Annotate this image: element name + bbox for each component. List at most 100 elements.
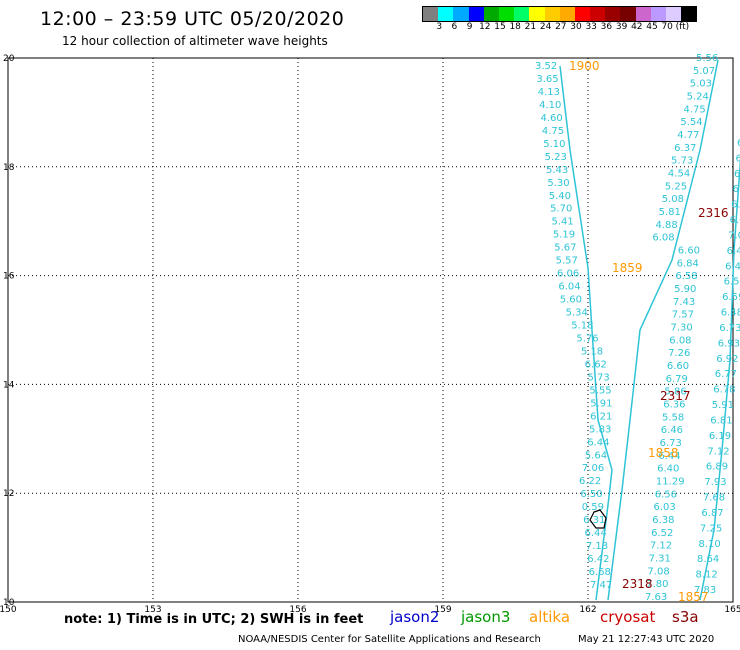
wave-height-value: 5.73 <box>671 156 693 167</box>
wave-height-value: 6.78 <box>713 385 735 396</box>
wave-height-value: 6.04 <box>558 282 580 293</box>
color-scale-label: 42 <box>631 22 643 32</box>
timestamp-text: May 21 12:27:43 UTC 2020 <box>578 634 715 645</box>
y-tick-label: 12 <box>3 489 14 499</box>
wave-height-value: 6.48 <box>721 308 740 319</box>
legend-cryosat: cryosat <box>600 608 656 626</box>
color-swatch <box>590 7 606 21</box>
wave-height-value: 6.40 <box>727 246 740 257</box>
wave-height-value: 6.21 <box>590 411 612 422</box>
wave-height-value: 6.37 <box>674 143 696 154</box>
wave-height-value: 6.55 <box>736 153 740 164</box>
y-tick-label: 16 <box>3 272 15 282</box>
color-swatch <box>438 7 454 21</box>
wave-height-value: 5.70 <box>550 204 572 215</box>
color-swatch <box>423 7 439 21</box>
color-scale-label: 18 <box>509 22 521 32</box>
legend-s3a: s3a <box>672 608 699 626</box>
wave-height-value: 6.81 <box>710 415 732 426</box>
wave-height-value: 3.65 <box>536 74 558 85</box>
wave-height-value: 6.12 <box>733 184 740 195</box>
color-scale-labels: 3 6 9 12 15 18 21 24 27 30 33 36 39 42 45 70 (ft) <box>422 22 740 34</box>
wave-height-value: 5.56 <box>696 53 718 64</box>
x-tick-label: 165 <box>724 605 740 615</box>
color-swatch <box>620 7 636 21</box>
wave-height-value: 7.93 <box>704 477 726 488</box>
color-swatch <box>529 7 545 21</box>
wave-height-value: 6.44 <box>585 528 607 539</box>
credit-text: NOAA/NESDIS Center for Satellite Applica… <box>238 634 541 645</box>
color-swatch <box>635 7 651 21</box>
wave-height-value: 7.83 <box>694 585 716 596</box>
wave-height-value: 4.60 <box>541 113 563 124</box>
wave-height-value: 6.45 <box>725 261 740 272</box>
wave-height-value: 5.43 <box>546 165 568 176</box>
wave-height-value: 5.54 <box>680 117 702 128</box>
color-scale-label: 39 <box>615 22 628 32</box>
color-scale-label: 9 <box>466 22 473 32</box>
wave-height-value: 6.58 <box>675 271 697 282</box>
color-swatch <box>666 7 682 21</box>
wave-height-value: 7.13 <box>586 541 608 552</box>
wave-height-value: 6.03 <box>654 502 676 513</box>
wave-height-value: 6.73 <box>660 438 682 449</box>
island-outline <box>589 509 607 529</box>
wave-height-value: 6.42 <box>587 554 609 565</box>
wave-height-value: 7.00 <box>728 230 740 241</box>
wave-height-value: 8.10 <box>698 539 720 550</box>
wave-height-value: 5.55 <box>589 385 611 396</box>
wave-height-value: 5.23 <box>545 152 567 163</box>
wave-height-value: 3.52 <box>535 61 557 72</box>
wave-height-value: 5.08 <box>662 194 684 205</box>
wave-height-value: 6.08 <box>669 335 691 346</box>
color-scale-label: 3 <box>436 22 443 32</box>
x-tick-label: 153 <box>144 605 161 615</box>
wave-height-value: 6.56 <box>655 489 677 500</box>
wave-height-value: 7.12 <box>650 541 672 552</box>
wave-height-value: 6.89 <box>706 462 728 473</box>
pass-time-label: 1857 <box>678 590 709 604</box>
wave-height-value: 5.64 <box>585 450 607 461</box>
color-swatch <box>483 7 499 21</box>
color-swatch <box>514 7 530 21</box>
wave-height-value: 7.31 <box>649 554 671 565</box>
color-scale-label: (ft) <box>675 22 690 32</box>
wave-height-value: 6.40 <box>657 464 679 475</box>
color-scale-label: 21 <box>524 22 537 32</box>
footer-note: note: 1) Time is in UTC; 2) SWH is in fe… <box>64 612 364 627</box>
color-scale-label: 30 <box>570 22 582 32</box>
color-scale-label: 15 <box>494 22 506 32</box>
wave-height-value: 7.12 <box>707 446 729 457</box>
wave-height-value: 5.67 <box>554 243 576 254</box>
wave-height-value: 7.63 <box>645 592 667 603</box>
wave-height-value: 5.18 <box>571 321 593 332</box>
wave-height-value: 7.57 <box>672 310 694 321</box>
y-tick-label: 18 <box>3 163 15 173</box>
color-swatch <box>453 7 469 21</box>
wave-height-value: 6.00 <box>734 169 740 180</box>
color-swatch <box>544 7 560 21</box>
color-swatch <box>650 7 666 21</box>
wave-height-value: 4.88 <box>655 220 677 231</box>
wave-height-value: 6.22 <box>579 476 601 487</box>
color-swatch <box>498 7 515 21</box>
pass-time-label: 1859 <box>612 261 643 275</box>
wave-height-value: 5.83 <box>589 424 611 435</box>
wave-height-value: 8.64 <box>697 554 719 565</box>
wave-height-value: 4.75 <box>684 104 706 115</box>
wave-height-value: 6.00 <box>731 200 740 211</box>
wave-height-value: 6.38 <box>652 515 674 526</box>
wave-height-value: 4.75 <box>542 126 564 137</box>
wave-height-value: 4.13 <box>538 87 560 98</box>
wave-height-value: 5.03 <box>690 79 712 90</box>
wave-height-value: 7.06 <box>582 463 604 474</box>
wave-height-value: 6.93 <box>718 338 740 349</box>
y-tick-label: 14 <box>3 380 15 390</box>
wave-height-value: 7.25 <box>700 523 722 534</box>
wave-height-value: 5.24 <box>687 92 709 103</box>
wave-height-value: 5.58 <box>662 412 684 423</box>
color-swatch <box>468 7 484 21</box>
wave-height-value: 6.52 <box>651 528 673 539</box>
wave-height-value: 6.59 <box>722 292 740 303</box>
